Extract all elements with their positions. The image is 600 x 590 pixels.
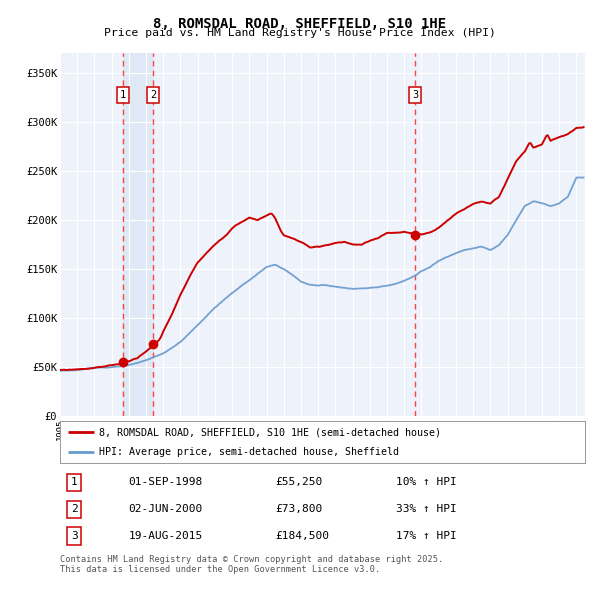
- Text: 1: 1: [120, 90, 126, 100]
- Text: 10% ↑ HPI: 10% ↑ HPI: [396, 477, 457, 487]
- Text: 2: 2: [150, 90, 157, 100]
- Text: 3: 3: [71, 531, 77, 541]
- Text: 17% ↑ HPI: 17% ↑ HPI: [396, 531, 457, 541]
- Text: 02-JUN-2000: 02-JUN-2000: [128, 504, 203, 514]
- Text: 1: 1: [71, 477, 77, 487]
- Text: 3: 3: [412, 90, 418, 100]
- Text: Price paid vs. HM Land Registry's House Price Index (HPI): Price paid vs. HM Land Registry's House …: [104, 28, 496, 38]
- Bar: [123, 53, 153, 416]
- Text: Contains HM Land Registry data © Crown copyright and database right 2025.
This d: Contains HM Land Registry data © Crown c…: [60, 555, 443, 574]
- Text: £184,500: £184,500: [275, 531, 329, 541]
- Text: 33% ↑ HPI: 33% ↑ HPI: [396, 504, 457, 514]
- Text: £55,250: £55,250: [275, 477, 323, 487]
- Text: HPI: Average price, semi-detached house, Sheffield: HPI: Average price, semi-detached house,…: [100, 447, 400, 457]
- Text: 8, ROMSDAL ROAD, SHEFFIELD, S10 1HE (semi-detached house): 8, ROMSDAL ROAD, SHEFFIELD, S10 1HE (sem…: [100, 427, 442, 437]
- Text: 8, ROMSDAL ROAD, SHEFFIELD, S10 1HE: 8, ROMSDAL ROAD, SHEFFIELD, S10 1HE: [154, 17, 446, 31]
- Text: 2: 2: [71, 504, 77, 514]
- Text: £73,800: £73,800: [275, 504, 323, 514]
- Text: 19-AUG-2015: 19-AUG-2015: [128, 531, 203, 541]
- Text: 01-SEP-1998: 01-SEP-1998: [128, 477, 203, 487]
